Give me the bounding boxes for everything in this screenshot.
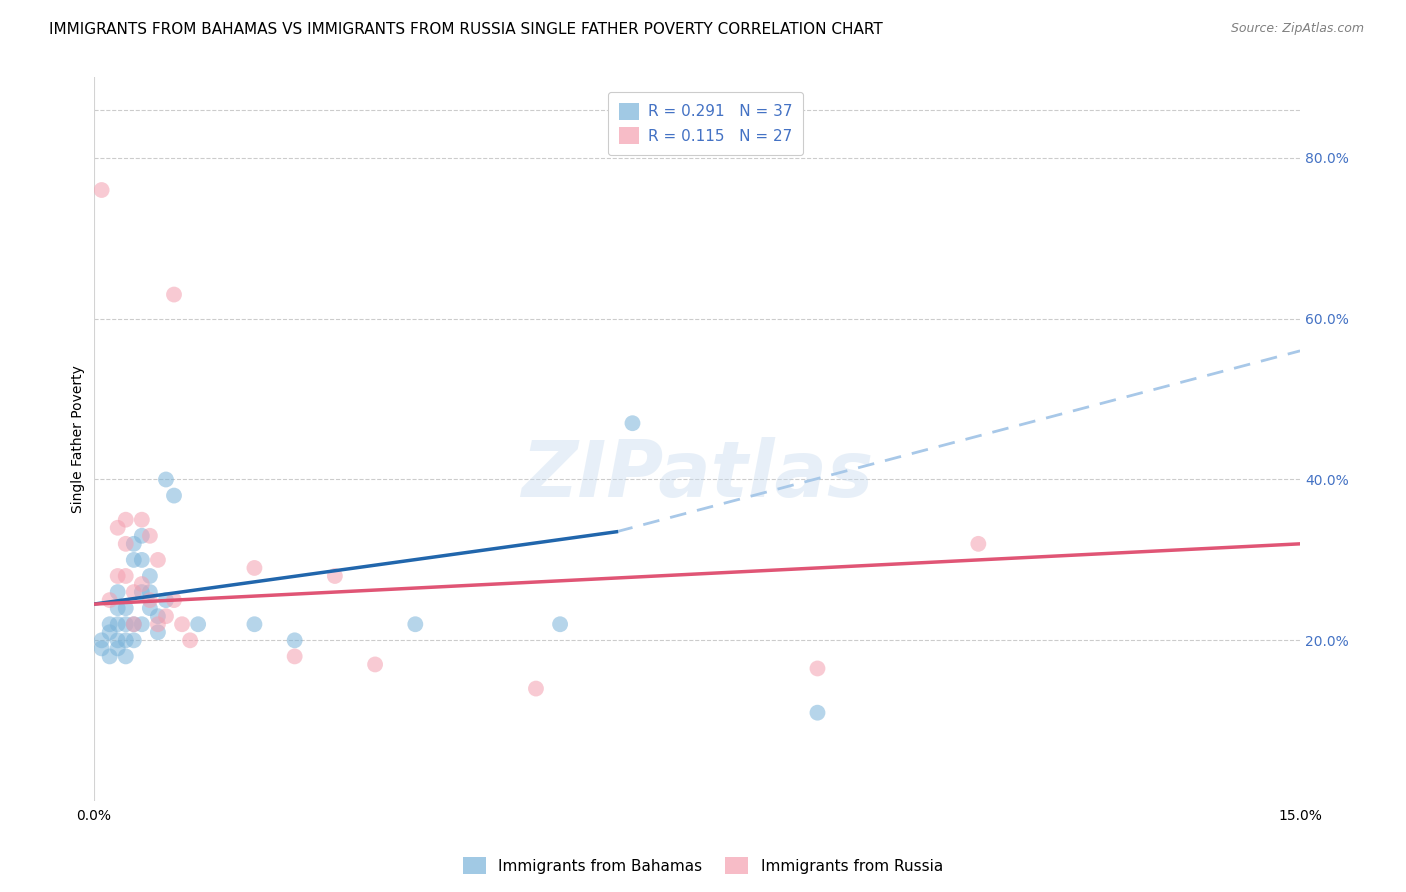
Point [967,537,990,551]
Point [284,649,307,664]
Point [107,601,129,615]
Point [139,569,162,583]
Point [107,633,129,648]
Point [114,569,136,583]
Point [323,569,346,583]
Point [131,577,153,591]
Point [163,287,186,301]
Point [98,617,121,632]
Point [114,617,136,632]
Point [122,553,145,567]
Text: Source: ZipAtlas.com: Source: ZipAtlas.com [1230,22,1364,36]
Legend: R = 0.291   N = 37, R = 0.115   N = 27: R = 0.291 N = 37, R = 0.115 N = 27 [607,92,803,154]
Point [284,633,307,648]
Point [98,593,121,607]
Point [131,513,153,527]
Point [364,657,387,672]
Point [131,585,153,599]
Text: ZIPatlas: ZIPatlas [520,437,873,514]
Point [122,617,145,632]
Point [107,617,129,632]
Point [98,625,121,640]
Point [621,416,644,430]
Point [146,553,169,567]
Point [243,561,266,575]
Point [163,593,186,607]
Point [114,513,136,527]
Point [122,617,145,632]
Point [187,617,209,632]
Point [155,609,177,624]
Point [107,521,129,535]
Point [114,601,136,615]
Point [179,633,201,648]
Point [98,649,121,664]
Point [122,585,145,599]
Point [107,585,129,599]
Point [131,529,153,543]
Point [131,617,153,632]
Point [131,553,153,567]
Point [139,529,162,543]
Point [155,593,177,607]
Point [114,649,136,664]
Point [155,473,177,487]
Point [139,601,162,615]
Point [170,617,193,632]
Point [114,633,136,648]
Point [806,661,828,675]
Point [163,489,186,503]
Point [806,706,828,720]
Legend: Immigrants from Bahamas, Immigrants from Russia: Immigrants from Bahamas, Immigrants from… [457,851,949,880]
Point [90,183,112,197]
Point [146,617,169,632]
Point [243,617,266,632]
Point [548,617,571,632]
Point [146,625,169,640]
Point [139,593,162,607]
Point [146,609,169,624]
Point [107,569,129,583]
Text: IMMIGRANTS FROM BAHAMAS VS IMMIGRANTS FROM RUSSIA SINGLE FATHER POVERTY CORRELAT: IMMIGRANTS FROM BAHAMAS VS IMMIGRANTS FR… [49,22,883,37]
Point [114,537,136,551]
Point [122,633,145,648]
Point [90,641,112,656]
Y-axis label: Single Father Poverty: Single Father Poverty [72,366,86,513]
Point [404,617,426,632]
Point [90,633,112,648]
Point [139,585,162,599]
Point [122,537,145,551]
Point [107,641,129,656]
Point [524,681,547,696]
